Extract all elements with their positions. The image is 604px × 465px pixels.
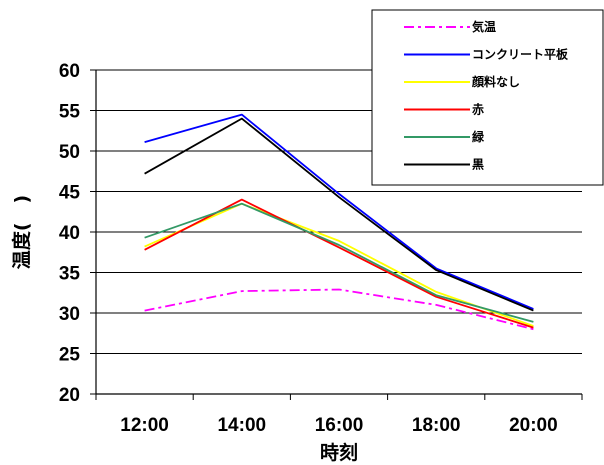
y-tick-label: 45 — [59, 183, 81, 204]
x-tick-label: 20:00 — [509, 415, 558, 436]
legend-label-2: 顔料なし — [471, 74, 520, 89]
legend-label-0: 気温 — [472, 19, 496, 34]
series-line-2 — [144, 202, 534, 327]
series-line-5 — [144, 117, 534, 312]
x-tick-label: 14:00 — [217, 415, 266, 436]
y-tick-label: 50 — [59, 142, 80, 163]
series-line-1 — [144, 113, 534, 310]
x-axis-title: 時刻 — [320, 441, 358, 464]
x-tick-label: 18:00 — [412, 415, 461, 436]
legend-label-1: コンクリート平板 — [472, 47, 569, 62]
legend-label-4: 緑 — [472, 129, 485, 144]
axes — [90, 69, 583, 400]
y-axis-title: 温度( ) — [10, 195, 33, 269]
x-tick-labels: 12:00 14:00 16:00 18:00 20:00 — [120, 415, 557, 436]
series-line-3 — [144, 198, 534, 329]
legend-label-5: 黒 — [472, 158, 484, 172]
y-tick-label: 30 — [59, 304, 80, 325]
series-lines — [144, 113, 534, 331]
x-tick-label: 16:00 — [315, 415, 364, 436]
y-tick-label: 55 — [59, 102, 81, 123]
series-line-0 — [144, 288, 534, 331]
legend-box — [371, 9, 604, 186]
legend-label-3: 赤 — [472, 102, 484, 117]
y-tick-label: 20 — [59, 385, 80, 406]
y-tick-label: 35 — [59, 264, 81, 285]
y-tick-label: 60 — [59, 61, 80, 82]
y-tick-label: 40 — [59, 223, 80, 244]
series-line-4 — [144, 202, 534, 323]
y-tick-labels: 20 25 30 35 40 45 50 55 60 — [59, 61, 81, 406]
x-tick-label: 12:00 — [120, 415, 169, 436]
y-tick-label: 25 — [59, 345, 81, 366]
